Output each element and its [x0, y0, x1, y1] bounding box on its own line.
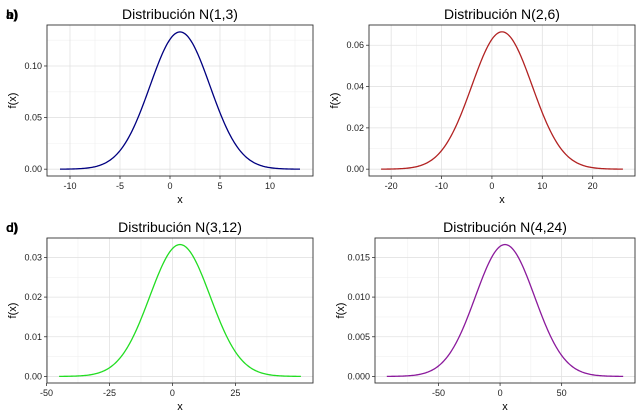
x-tick-label: 50: [557, 388, 567, 398]
y-tick-label: 0.015: [347, 252, 370, 262]
y-tick-label: 0.10: [24, 61, 42, 71]
y-tick-label: 0.02: [24, 292, 42, 302]
panel-tag: b): [6, 7, 18, 22]
panel-c: -50 -25 0 25 0.00 0.01 0.02 0.03 Distribución N(…: [6, 219, 314, 413]
y-tick-label: 0.005: [347, 332, 370, 342]
y-axis-label: f(x): [329, 93, 341, 109]
panel-border: [46, 237, 314, 384]
panel-tag: d): [6, 220, 18, 235]
plot-background: [47, 238, 313, 383]
y-tick-label: 0.01: [24, 332, 42, 342]
x-tick-label: -5: [116, 181, 124, 191]
plot-background: [369, 25, 635, 176]
panel-border: [368, 24, 636, 177]
panel-tag: a): [6, 7, 18, 22]
y-tick-label: 0.00: [346, 164, 364, 174]
panel-border: [374, 237, 636, 384]
y-tick-label: 0.00: [24, 164, 42, 174]
x-axis-label: x: [177, 401, 183, 413]
chart-title: Distribución N(1,3): [122, 6, 238, 22]
x-axis-label: x: [499, 194, 505, 206]
x-tick-label: 20: [588, 181, 598, 191]
x-tick-label: -25: [103, 388, 116, 398]
y-tick-label: 0.06: [346, 40, 364, 50]
plot-background: [47, 25, 313, 176]
chart-title: Distribución N(4,24): [443, 219, 567, 235]
x-tick-label: -50: [432, 388, 445, 398]
y-tick-label: 0.010: [347, 292, 370, 302]
panel-border: [46, 24, 314, 177]
density-curve: [59, 243, 301, 378]
x-tick-label: 5: [217, 181, 222, 191]
y-axis-label: f(x): [335, 303, 347, 319]
x-tick-label: 10: [537, 181, 547, 191]
y-tick-label: 0.000: [347, 371, 370, 381]
x-tick-label: -20: [385, 181, 398, 191]
chart-title: Distribución N(3,12): [118, 219, 242, 235]
x-tick-label: 0: [498, 388, 503, 398]
y-tick-label: 0.04: [346, 82, 364, 92]
x-tick-label: -10: [435, 181, 448, 191]
y-tick-label: 0.03: [24, 252, 42, 262]
plot-background: [375, 238, 635, 383]
y-tick-label: 0.02: [346, 123, 364, 133]
x-tick-label: -50: [40, 388, 53, 398]
x-tick-label: 25: [230, 388, 240, 398]
x-tick-label: -10: [63, 181, 76, 191]
y-tick-label: 0.05: [24, 113, 42, 123]
y-tick-label: 0.00: [24, 371, 42, 381]
chart-title: Distribución N(2,6): [444, 6, 560, 22]
x-axis-label: x: [502, 401, 508, 413]
x-axis-label: x: [177, 194, 183, 206]
density-curve: [381, 31, 623, 170]
x-tick-label: 0: [170, 388, 175, 398]
panel-b: -20 -10 0 10 20 0.00 0.02 0.04 0.06 Distribución …: [6, 6, 636, 206]
panel-a: -10 -5 0 5 10 0.00 0.05 0.10 Distribución N(1,3)…: [6, 6, 314, 206]
x-tick-label: 10: [265, 181, 275, 191]
x-tick-label: 0: [167, 181, 172, 191]
density-curve: [386, 243, 624, 378]
panel-tag: c): [6, 220, 18, 235]
density-curve: [60, 31, 300, 170]
x-tick-label: 0: [489, 181, 494, 191]
y-axis-label: f(x): [7, 93, 19, 109]
y-axis-label: f(x): [7, 303, 19, 319]
